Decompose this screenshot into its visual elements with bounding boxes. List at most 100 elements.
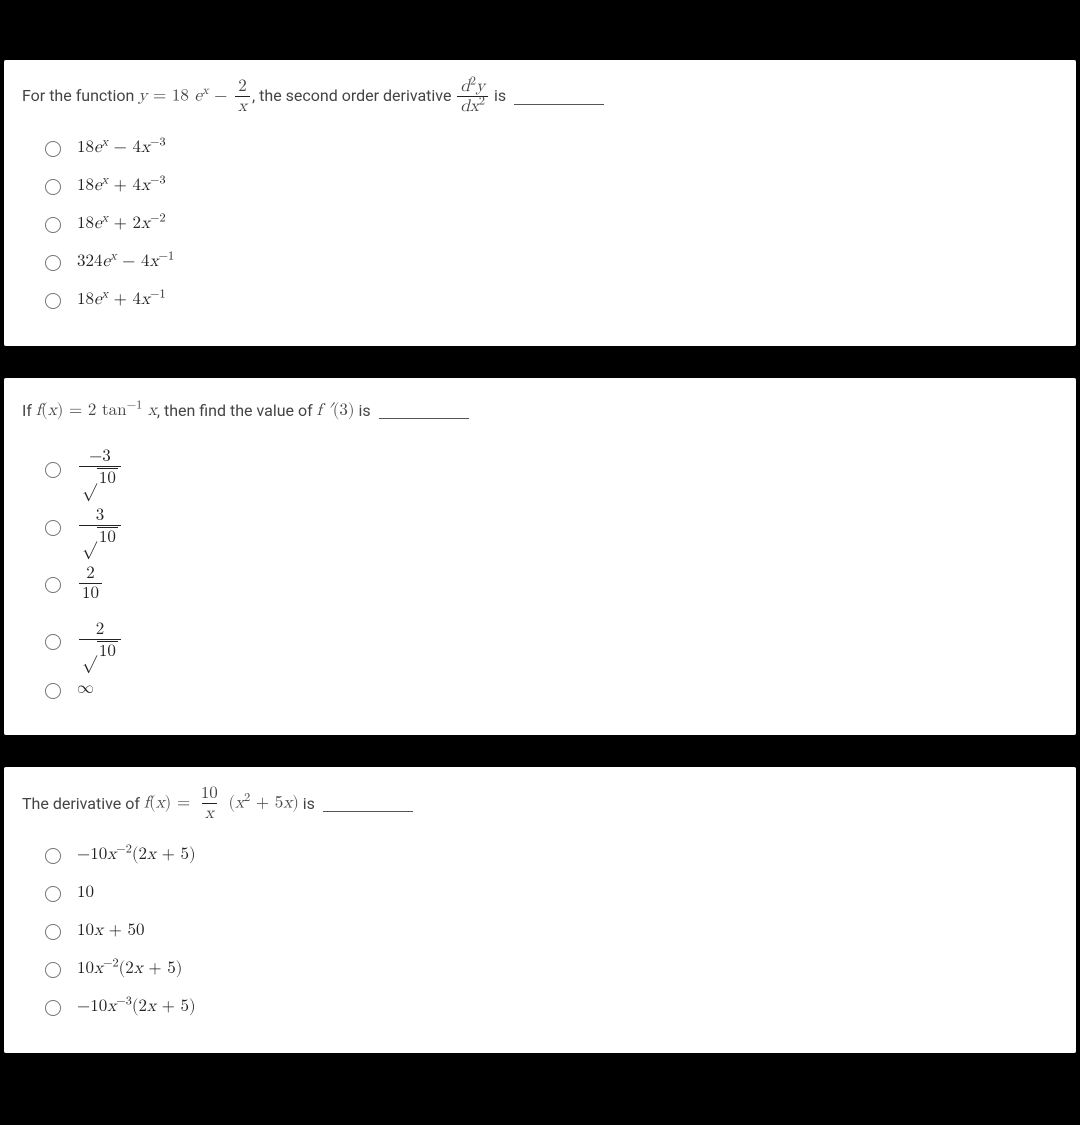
- option-a[interactable]: −3 √10: [40, 448, 1058, 488]
- x: x: [235, 795, 244, 812]
- prompt-text: , the second order derivative: [252, 82, 455, 111]
- fraction: −3 √10: [79, 448, 121, 488]
- option-b[interactable]: 3 √10: [40, 507, 1058, 547]
- coef: 4: [133, 177, 142, 194]
- radicand: 10: [97, 468, 118, 489]
- sign: −: [77, 998, 90, 1015]
- option-math: ∞: [77, 679, 94, 699]
- num: 3: [93, 507, 108, 525]
- radio-input[interactable]: [45, 577, 61, 593]
- frac-num: d2y: [457, 78, 488, 96]
- y: y: [476, 78, 485, 95]
- fraction: 2 10: [79, 565, 102, 603]
- coef: 18: [77, 139, 94, 156]
- prompt-text: If: [22, 397, 36, 426]
- option-math: 2 √10: [77, 621, 123, 661]
- paren: (2: [132, 998, 147, 1015]
- coef: 10: [77, 960, 94, 977]
- prompt-text: is: [490, 82, 510, 111]
- math-expr: f(x) = 10x (x2 + 5x): [144, 785, 299, 823]
- radio-input[interactable]: [45, 255, 61, 271]
- radio-input[interactable]: [45, 848, 61, 864]
- pow: −2: [103, 957, 119, 969]
- option-math: 18ex − 4x−3: [77, 138, 166, 158]
- radio-input[interactable]: [45, 520, 61, 536]
- x: x: [94, 922, 103, 939]
- option-e[interactable]: −10x−3(2x + 5): [40, 997, 1058, 1017]
- tail: + 5): [143, 960, 183, 977]
- coef: 10: [77, 922, 94, 939]
- x: x: [470, 98, 479, 115]
- option-math: 10x + 50: [77, 921, 145, 941]
- option-math: 18ex + 2x−2: [77, 214, 166, 234]
- math-expr: f(x) = 2 tan−1 x: [36, 396, 157, 427]
- x: x: [134, 960, 143, 977]
- option-d[interactable]: 2 √10: [40, 621, 1058, 661]
- minus: −: [209, 88, 234, 105]
- coef: 4: [133, 139, 142, 156]
- radio-input[interactable]: [45, 924, 61, 940]
- coef: 18: [77, 215, 94, 232]
- option-math: 2 10: [77, 565, 104, 603]
- coef: 324: [77, 253, 103, 270]
- option-b[interactable]: 10: [40, 883, 1058, 903]
- paren: (2: [119, 960, 134, 977]
- radio-input[interactable]: [45, 962, 61, 978]
- paren: (: [41, 402, 48, 419]
- question-3: The derivative of f(x) = 10x (x2 + 5x) i…: [4, 767, 1076, 1053]
- prompt-text: is: [355, 397, 375, 426]
- math-expr: f ′(3): [317, 396, 355, 427]
- coef: 2: [133, 215, 142, 232]
- question-1-options: 18ex − 4x−3 18ex + 4x−3 18ex + 2x−2 324e…: [22, 138, 1058, 310]
- option-b[interactable]: 18ex + 4x−3: [40, 176, 1058, 196]
- var-y: y: [138, 88, 147, 105]
- paren: (2: [132, 846, 147, 863]
- sign: −: [77, 846, 90, 863]
- op: +: [108, 177, 133, 194]
- fraction: 2 √10: [79, 621, 121, 661]
- option-math: 3 √10: [77, 507, 123, 547]
- radio-input[interactable]: [45, 293, 61, 309]
- option-c[interactable]: 2 10: [40, 565, 1058, 603]
- sqrt: √10: [82, 468, 118, 489]
- question-1: For the function y = 18 ex − 2x , the se…: [4, 60, 1076, 346]
- num: 10: [198, 785, 221, 803]
- e: e: [94, 139, 102, 156]
- radio-input[interactable]: [45, 683, 61, 699]
- op: −: [108, 139, 133, 156]
- option-math: 18ex + 4x−1: [77, 290, 166, 310]
- radio-input[interactable]: [45, 886, 61, 902]
- pow: −3: [150, 136, 166, 148]
- radio-input[interactable]: [45, 462, 61, 478]
- radio-input[interactable]: [45, 1000, 61, 1016]
- question-1-prompt: For the function y = 18 ex − 2x , the se…: [22, 78, 1058, 116]
- question-2-prompt: If f(x) = 2 tan−1 x , then find the valu…: [22, 396, 1058, 427]
- num: 2: [93, 621, 108, 639]
- option-a[interactable]: −10x−2(2x + 5): [40, 845, 1058, 865]
- radio-input[interactable]: [45, 217, 61, 233]
- radio-input[interactable]: [45, 141, 61, 157]
- option-e[interactable]: ∞: [40, 679, 1058, 699]
- radio-input[interactable]: [45, 634, 61, 650]
- option-c[interactable]: 10x + 50: [40, 921, 1058, 941]
- option-e[interactable]: 18ex + 4x−1: [40, 290, 1058, 310]
- option-d[interactable]: 10x−2(2x + 5): [40, 959, 1058, 979]
- pow: −1: [150, 288, 166, 300]
- option-d[interactable]: 324ex − 4x−1: [40, 252, 1058, 272]
- x: x: [148, 402, 157, 419]
- question-3-options: −10x−2(2x + 5) 10 10x + 50 10x−2(2x + 5)…: [22, 845, 1058, 1017]
- x: x: [147, 998, 156, 1015]
- d: d: [460, 78, 469, 95]
- radio-input[interactable]: [45, 179, 61, 195]
- option-a[interactable]: 18ex − 4x−3: [40, 138, 1058, 158]
- x: x: [150, 253, 159, 270]
- fraction-d2y: d2y dx2: [457, 78, 488, 116]
- math-expr: y = 18 ex − 2x: [138, 78, 252, 116]
- option-c[interactable]: 18ex + 2x−2: [40, 214, 1058, 234]
- pow: −2: [150, 212, 166, 224]
- x: x: [141, 215, 150, 232]
- d: d: [460, 98, 469, 115]
- num: −3: [86, 448, 114, 466]
- x: x: [156, 795, 165, 812]
- x: x: [147, 846, 156, 863]
